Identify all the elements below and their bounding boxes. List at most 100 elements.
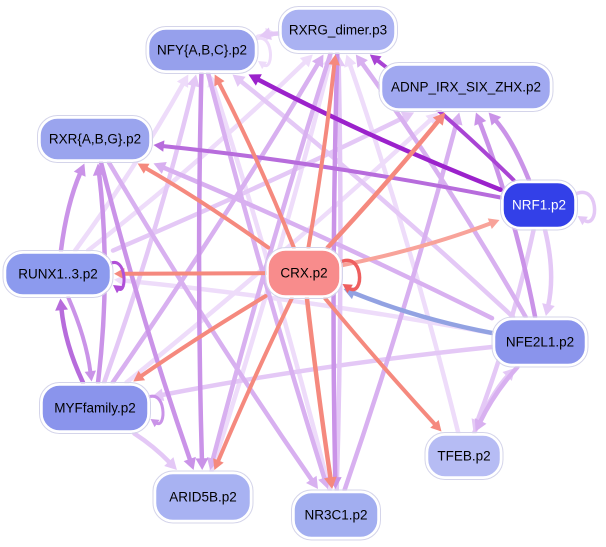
self-loop-runx-arrowhead (113, 285, 123, 294)
node-nfe2l1[interactable]: NFE2L1.p2 (491, 316, 589, 368)
edge-nrf1-to-adnp-arrowhead (488, 112, 502, 126)
edge-myf-to-runx-arrowhead (55, 298, 68, 311)
edge-tfeb-to-rxrg (347, 61, 461, 435)
node-myf-outline (39, 382, 151, 434)
node-adnp[interactable]: ADNP_IRX_SIX_ZHX.p2 (378, 62, 554, 112)
node-arid5b[interactable]: ARID5B.p2 (152, 470, 254, 524)
edge-nrf1-to-nfy-arrowhead (248, 74, 262, 86)
edge-nrf1-to-nfe2l1 (542, 227, 554, 309)
edge-nfy-to-arid5b-arrowhead (195, 458, 209, 470)
edge-crx-to-tfeb (323, 296, 438, 427)
edge-nrf1-to-rxr (160, 143, 503, 200)
node-crx[interactable]: CRX.p2 (265, 247, 343, 299)
node-rxr[interactable]: RXR{A,B,G}.p2 (37, 115, 153, 163)
node-arid5b-outline (152, 470, 254, 524)
node-nrf1-box[interactable] (501, 180, 577, 230)
edge-runx-to-rxr-arrowhead (73, 163, 86, 177)
self-loop-runx (107, 261, 126, 291)
node-nrf1-outline (500, 179, 578, 231)
node-arid5b-label: ARID5B.p2 (169, 490, 237, 505)
node-rxrg-outline (278, 6, 398, 54)
edge-rxr-to-nr3c1-arrowhead (306, 475, 318, 489)
edge-crx-to-nr3c1 (304, 296, 333, 482)
edge-runx-to-myf (66, 295, 93, 375)
self-loop-crx (336, 258, 362, 292)
edge-nfe2l1-to-tfeb (477, 364, 520, 425)
edge-crx-to-nfy (216, 80, 296, 250)
edge-runx-to-rxrg-arrowhead (299, 54, 313, 68)
edge-myf-to-arid5b (132, 431, 173, 466)
node-rxr-box[interactable] (38, 116, 152, 162)
edge-runx-to-adnp-arrowhead (400, 111, 415, 124)
edge-crx-to-adnp-arrowhead (432, 112, 446, 126)
edge-nfe2l1-to-rxr (160, 164, 495, 321)
node-rxrg[interactable]: RXRG_dimer.p3 (278, 6, 398, 54)
node-runx-label: RUNX1..3.p2 (18, 267, 98, 282)
self-loop-nfy-arrowhead (258, 61, 268, 70)
node-nfe2l1-outline (491, 316, 589, 368)
edge-runx-to-myf-arrowhead (84, 370, 96, 382)
node-adnp-label: ADNP_IRX_SIX_ZHX.p2 (391, 80, 541, 95)
node-nr3c1-box[interactable] (292, 490, 380, 540)
edge-nfe2l1-to-rxr-arrowhead (153, 161, 167, 174)
self-loop-nrf1 (571, 190, 597, 224)
edge-crx-to-nr3c1-arrowhead (324, 476, 337, 489)
edge-crx-to-arid5b (215, 296, 294, 464)
self-loop-myf-arrowhead (150, 419, 160, 428)
edge-crx-to-myf-arrowhead (133, 370, 146, 382)
node-nfy-outline (145, 26, 259, 74)
node-nfy[interactable]: NFY{A,B,C}.p2 (145, 26, 259, 74)
node-tfeb-box[interactable] (425, 433, 503, 479)
edge-crx-to-rxrg (306, 61, 337, 250)
node-runx-box[interactable] (3, 251, 113, 297)
node-tfeb-label: TFEB.p2 (437, 449, 490, 464)
node-crx-box[interactable] (266, 248, 342, 298)
edge-nrf1-to-rxr-arrowhead (153, 140, 165, 152)
node-rxrg-box[interactable] (279, 7, 397, 53)
edge-nrf1-to-nfe2l1-arrowhead (542, 303, 555, 316)
node-nr3c1-label: NR3C1.p2 (304, 508, 367, 523)
node-rxr-outline (37, 115, 153, 163)
node-myf-label: MYFfamily.p2 (54, 401, 136, 416)
edge-runx-to-nfy-arrowhead (176, 74, 189, 88)
node-nrf1[interactable]: NRF1.p2 (500, 179, 578, 231)
edge-nfe2l1-to-tfeb-arrowhead (474, 418, 487, 432)
edge-nfe2l1-to-rxrg-arrowhead (355, 54, 368, 68)
edge-nfy-to-arid5b (196, 71, 205, 463)
node-tfeb-outline (424, 432, 504, 480)
edge-myf-to-arid5b-arrowhead (164, 457, 177, 470)
edge-crx-to-nfy-arrowhead (214, 74, 225, 87)
node-myf[interactable]: MYFfamily.p2 (39, 382, 151, 434)
node-nr3c1[interactable]: NR3C1.p2 (291, 489, 381, 541)
edge-myf-to-nfy-arrowhead (187, 74, 200, 88)
self-loop-nrf1-arrowhead (577, 216, 588, 226)
edge-runx-to-rxr (58, 170, 83, 253)
node-arid5b-box[interactable] (153, 471, 253, 523)
self-loop-myf (145, 394, 165, 426)
edge-runx-to-nfy (72, 80, 186, 253)
edge-nfe2l1-to-runx (121, 278, 495, 336)
self-loop-crx-arrowhead (342, 284, 353, 294)
node-tfeb[interactable]: TFEB.p2 (424, 432, 504, 480)
edge-crx-to-nrf1-arrowhead (487, 218, 500, 230)
edge-crx-to-runx (120, 271, 268, 276)
node-crx-label: CRX.p2 (280, 266, 327, 281)
edge-crx-to-adnp (325, 117, 442, 250)
edge-myf-to-rxr-arrowhead (92, 163, 106, 176)
node-nr3c1-outline (291, 489, 381, 541)
edge-crx-to-myf (138, 294, 268, 379)
edge-rxr-to-arid5b (98, 160, 193, 463)
edge-crx-to-rxr-arrowhead (137, 163, 150, 174)
node-nfy-box[interactable] (146, 27, 258, 73)
node-adnp-box[interactable] (379, 63, 553, 111)
node-myf-box[interactable] (40, 383, 150, 433)
edge-myf-to-rxrg-arrowhead (311, 54, 324, 68)
edge-tfeb-to-rxrg-arrowhead (344, 54, 357, 68)
edge-myf-to-rxrg (110, 60, 321, 385)
node-nfe2l1-box[interactable] (492, 317, 588, 367)
node-nrf1-label: NRF1.p2 (512, 198, 566, 213)
edge-nrf1-to-nfy (255, 76, 503, 192)
node-runx[interactable]: RUNX1..3.p2 (2, 250, 114, 298)
node-nfe2l1-label: NFE2L1.p2 (506, 335, 574, 350)
